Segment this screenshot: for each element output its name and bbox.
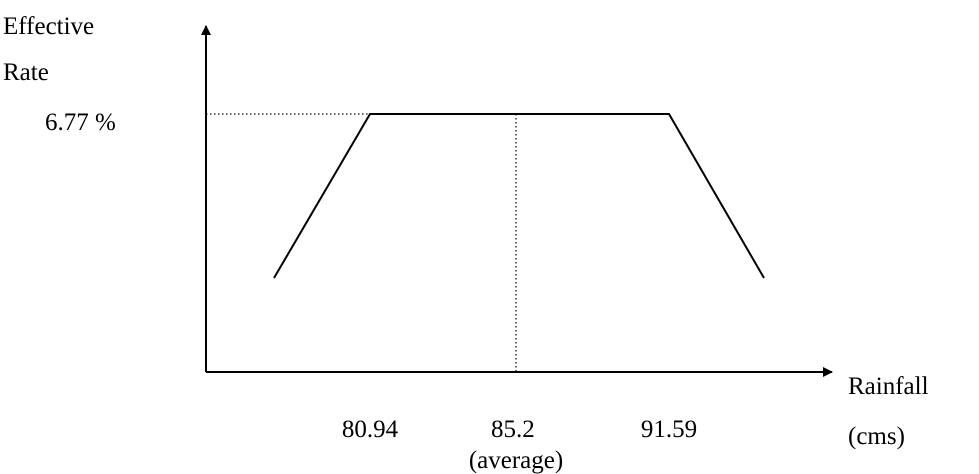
y-axis-label-line-2: Rate xyxy=(3,59,49,86)
x-tick-label-line: (average) xyxy=(469,447,563,474)
y-axis-label-line-1: Effective xyxy=(3,13,94,40)
x-axis-label: Rainfall (cms) xyxy=(848,373,935,450)
series-line xyxy=(273,113,765,279)
x-axis-label-line-1: Rainfall xyxy=(848,373,929,400)
x-tick-label-line: 85.2 xyxy=(491,416,535,443)
x-axis-label-line-2: (cms) xyxy=(848,423,905,450)
y-axis-label: Effective Rate xyxy=(3,13,100,86)
x-tick-label-line: 80.94 xyxy=(342,416,399,443)
y-marker-label: 6.77 % xyxy=(45,109,116,136)
x-tick-label: 80.94 xyxy=(342,416,399,443)
x-tick-label-line: 91.59 xyxy=(641,416,697,443)
x-tick-label: 85.2 (average) xyxy=(469,416,563,474)
x-tick-label: 91.59 xyxy=(641,416,697,443)
